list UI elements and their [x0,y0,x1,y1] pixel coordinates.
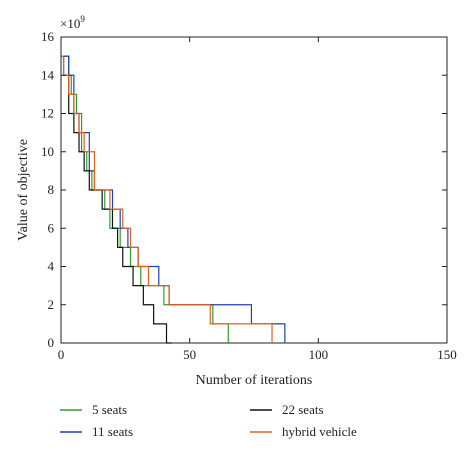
axis-ticks: 0 50 100 150 0 2 4 6 8 10 12 14 16 [41,29,457,362]
legend-label: hybrid vehicle [282,424,357,439]
series-line-3 [61,55,172,344]
y-axis-title: Value of objective [16,139,31,241]
series-line-2 [61,55,286,343]
series-line-4 [61,55,273,343]
y-axis-multiplier: ×109 [60,14,85,31]
legend-item-3: 22 seats [250,402,324,417]
y-tick-label: 2 [48,297,55,312]
legend-item-4: hybrid vehicle [250,424,357,439]
y-tick-label: 4 [48,259,55,274]
x-axis-title: Number of iterations [196,373,313,388]
plot-frame [60,36,448,344]
y-multiplier-base: ×10 [60,16,80,31]
series-lines [61,55,286,344]
plot-area-border [60,36,448,344]
y-tick-label: 0 [48,335,55,350]
y-tick-label: 10 [41,144,54,159]
legend: 5 seats 11 seats 22 seats hybrid vehicle [60,402,357,439]
legend-label: 22 seats [282,402,324,417]
legend-item-1: 5 seats [60,402,127,417]
y-tick-label: 8 [48,182,55,197]
y-multiplier-exponent: 9 [80,14,85,24]
x-tick-label: 100 [309,347,329,362]
y-tick-label: 16 [41,29,55,44]
x-tick-label: 150 [437,347,457,362]
legend-label: 11 seats [92,424,133,439]
y-tick-label: 14 [41,67,55,82]
x-tick-label: 0 [58,347,65,362]
y-tick-label: 12 [41,106,54,121]
series-line-1 [61,55,229,343]
x-tick-label: 50 [183,347,196,362]
y-tick-label: 6 [48,220,55,235]
legend-label: 5 seats [92,402,127,417]
legend-item-2: 11 seats [60,424,133,439]
